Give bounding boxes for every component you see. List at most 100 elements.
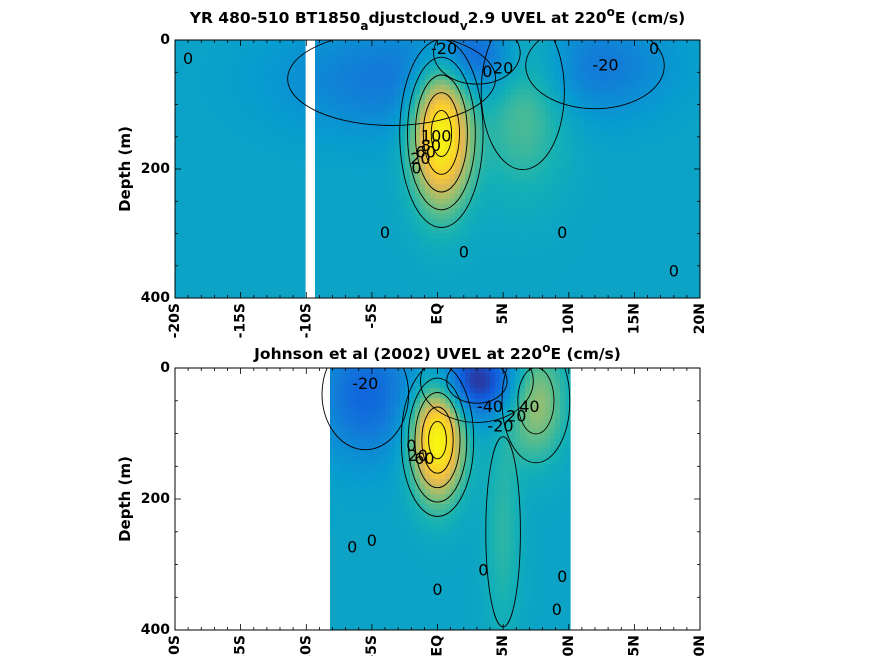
heatmap-cell <box>210 293 216 298</box>
heatmap-cell <box>425 193 431 200</box>
heatmap-cell <box>425 258 431 264</box>
heatmap-cell <box>560 208 566 215</box>
heatmap-cell <box>495 238 501 245</box>
heatmap-cell <box>400 54 406 61</box>
heatmap-cell <box>340 248 346 254</box>
heatmap-cell <box>485 64 491 71</box>
heatmap-cell <box>190 178 196 185</box>
heatmap-cell <box>540 188 546 195</box>
heatmap-cell <box>320 293 326 298</box>
heatmap-cell <box>280 238 286 245</box>
heatmap-cell <box>335 188 341 195</box>
heatmap-cell <box>335 129 341 135</box>
heatmap-cell <box>275 218 281 225</box>
heatmap-cell <box>455 94 461 101</box>
heatmap-cell <box>200 263 206 269</box>
heatmap-cell <box>180 59 186 66</box>
heatmap-cell <box>650 69 656 76</box>
heatmap-cell <box>350 223 356 230</box>
heatmap-cell <box>530 99 536 106</box>
heatmap-cell <box>285 208 291 215</box>
heatmap-cell <box>585 84 591 91</box>
heatmap-cell <box>380 258 386 264</box>
heatmap-cell <box>420 238 426 245</box>
heatmap-cell <box>510 228 516 235</box>
heatmap-cell <box>350 59 356 66</box>
heatmap-cell <box>325 169 331 175</box>
heatmap-cell <box>425 154 431 160</box>
heatmap-cell <box>605 283 611 289</box>
heatmap-cell <box>460 223 466 230</box>
heatmap-cell <box>500 159 506 165</box>
heatmap-cell <box>180 248 186 254</box>
heatmap-cell <box>335 228 341 235</box>
heatmap-cell <box>570 44 576 51</box>
heatmap-cell <box>625 164 631 170</box>
heatmap-cell <box>495 44 501 51</box>
heatmap-cell <box>585 288 591 294</box>
heatmap-cell <box>265 114 271 120</box>
heatmap-cell <box>330 89 336 96</box>
heatmap-cell <box>480 278 486 284</box>
heatmap-cell <box>235 119 241 125</box>
heatmap-cell <box>535 84 541 91</box>
heatmap-cell <box>215 278 221 284</box>
heatmap-cell <box>605 124 611 130</box>
heatmap-cell <box>200 49 206 56</box>
heatmap-cell <box>645 223 651 230</box>
heatmap-cell <box>560 79 566 86</box>
heatmap-cell <box>595 198 601 205</box>
heatmap-cell <box>430 89 436 96</box>
heatmap-cell <box>200 159 206 165</box>
heatmap-cell <box>625 79 631 86</box>
heatmap-cell <box>260 154 266 160</box>
heatmap-cell <box>650 243 656 249</box>
heatmap-cell <box>625 104 631 111</box>
heatmap-cell <box>610 134 616 140</box>
heatmap-cell <box>250 109 256 116</box>
heatmap-cell <box>580 273 586 279</box>
heatmap-cell <box>470 183 476 190</box>
heatmap-cell <box>340 188 346 195</box>
heatmap-cell <box>240 268 246 274</box>
heatmap-cell <box>530 178 536 185</box>
heatmap-cell <box>465 69 471 76</box>
heatmap-cell <box>575 169 581 175</box>
heatmap-cell <box>390 139 396 145</box>
heatmap-cell <box>615 104 621 111</box>
heatmap-cell <box>450 233 456 240</box>
heatmap-cell <box>430 104 436 111</box>
heatmap-cell <box>175 84 181 91</box>
heatmap-cell <box>655 149 661 155</box>
heatmap-cell <box>205 188 211 195</box>
heatmap-cell <box>315 283 321 289</box>
heatmap-cell <box>640 109 646 116</box>
heatmap-cell <box>455 154 461 160</box>
heatmap-cell <box>440 178 446 185</box>
heatmap-cell <box>565 268 571 274</box>
heatmap-cell <box>570 173 576 180</box>
heatmap-cell <box>410 169 416 175</box>
heatmap-cell <box>250 243 256 249</box>
heatmap-cell <box>220 213 226 220</box>
heatmap-cell <box>465 273 471 279</box>
heatmap-cell <box>360 198 366 205</box>
heatmap-cell <box>320 144 326 150</box>
heatmap-cell <box>535 114 541 120</box>
heatmap-cell <box>580 59 586 66</box>
heatmap-cell <box>410 40 416 46</box>
heatmap-cell <box>435 253 441 259</box>
heatmap-cell <box>510 288 516 294</box>
heatmap-cell <box>290 114 296 120</box>
heatmap-cell <box>620 89 626 96</box>
heatmap-cell <box>240 173 246 180</box>
heatmap-cell <box>215 218 221 225</box>
heatmap-cell <box>440 173 446 180</box>
heatmap-cell <box>585 124 591 130</box>
heatmap-cell <box>480 203 486 210</box>
heatmap-cell <box>285 144 291 150</box>
heatmap-cell <box>475 104 481 111</box>
heatmap-cell <box>350 233 356 240</box>
heatmap-cell <box>555 188 561 195</box>
heatmap-cell <box>395 69 401 76</box>
